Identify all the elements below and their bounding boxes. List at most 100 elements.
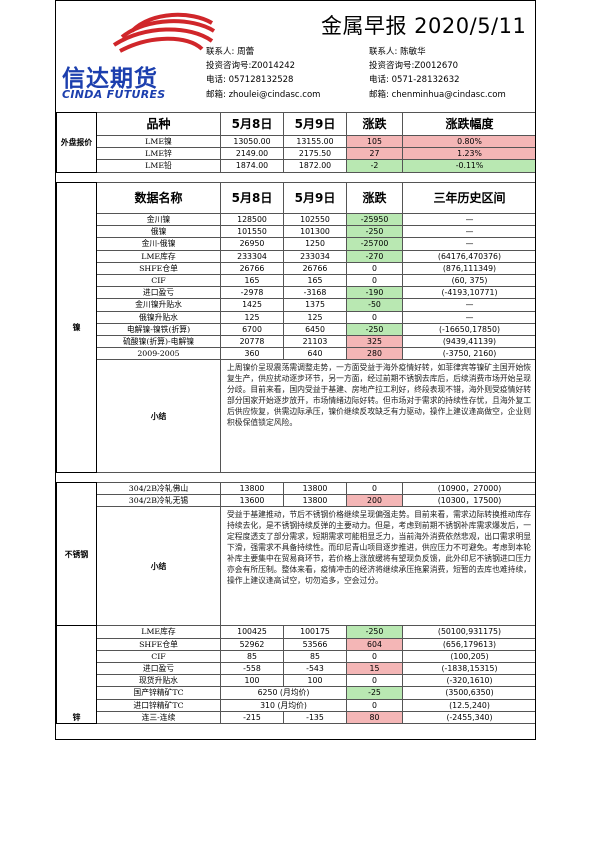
cell: 100175: [283, 625, 347, 639]
table-row: 金川镍 128500 102550 -25950—: [57, 212, 535, 227]
contact-2-phone: 电话: 0571-28132632: [369, 75, 460, 86]
cell: 1874.00: [220, 159, 284, 173]
table-row: LME铅 1874.00 1872.00 -2 -0.11%: [57, 159, 535, 173]
contact-1-name: 联系人: 周蕾: [206, 47, 255, 57]
table-row: 现货升贴水 100 100 0 (-320,1610): [57, 674, 535, 688]
cell: 13800: [283, 494, 347, 508]
cell: SHFE仓单: [96, 261, 221, 275]
cell: (9439,41139): [402, 334, 535, 349]
cell: 0: [346, 649, 403, 663]
cell: 0: [346, 481, 403, 496]
cell: 1250: [283, 237, 347, 251]
cell: (-4193,10771): [402, 286, 535, 300]
cell: —: [402, 225, 535, 239]
cell: 13800: [283, 481, 347, 496]
cell: 0: [346, 674, 403, 688]
cell: 233304: [220, 249, 284, 263]
contact-2: 联系人: 陈敏华 投资咨询号:Z0012670 电话: 0571-2813263…: [369, 45, 506, 102]
table-row: CIF 85 85 0 (100,205): [57, 649, 535, 663]
cell: 6450: [283, 322, 347, 336]
nickel-table: 镍 数据名称 5月8日 5月9日 涨跌 三年历史区间 金川镍 128500 1025…: [56, 181, 535, 474]
cell: 604: [346, 637, 403, 651]
cell: 硫酸镍(折算)-电解镍: [96, 334, 221, 349]
cell: 6250 (月均价): [220, 686, 347, 700]
cell: -2978: [220, 286, 284, 300]
header-cell: 涨跌: [346, 182, 403, 214]
cell: 304/2B冷轧佛山: [96, 481, 221, 496]
cell: (10300，17500): [402, 494, 535, 508]
cell: 26950: [220, 237, 284, 251]
contact-2-email[interactable]: 邮箱: chenminhua@cindasc.com: [369, 89, 506, 100]
stainless-summary-text: 受益于基建推动，节后不锈钢价格继续呈现偏强走势。目前来看，需求边际转换推动库存持…: [220, 506, 535, 627]
cell: 101550: [220, 225, 284, 239]
cell: 进口锌精矿TC: [96, 698, 221, 712]
cell: 13800: [220, 481, 284, 496]
contact-2-license: 投资咨询号:Z0012670: [369, 61, 459, 72]
cell: —: [402, 310, 535, 324]
header-cell: 数据名称: [96, 182, 221, 214]
cell: 2009-2005: [96, 347, 221, 361]
cell: 102550: [283, 212, 347, 227]
logo-english: CINDA FUTURES: [62, 88, 166, 101]
nickel-summary-text: 上周镍价呈现震荡需调整走势，一方面受益于海外疫情好转，如菲律宾等镍矿主国开始恢复…: [220, 359, 535, 474]
cell: 现货升贴水: [96, 674, 221, 688]
cell: -25950: [346, 212, 403, 227]
cell: 101300: [283, 225, 347, 239]
table-row: 金川镍升贴水 1425 1375 -50—: [57, 298, 535, 312]
cinda-logo-mark-icon: [112, 12, 216, 53]
cell: 20778: [220, 334, 284, 349]
cell: (-1838,15315): [402, 661, 535, 676]
cell: 640: [283, 347, 347, 361]
cell: 27: [346, 147, 403, 161]
cell: —: [402, 237, 535, 251]
cell: 俄镍: [96, 225, 221, 239]
cell: 2149.00: [220, 147, 284, 161]
table-row: 进口盈亏 -2978 -3168 -190 (-4193,10771): [57, 286, 535, 300]
cell: 连三-连续: [96, 710, 221, 724]
cell: (-16650,17850): [402, 322, 535, 336]
cell: 304/2B冷轧无锡: [96, 494, 221, 508]
contact-1-email[interactable]: 邮箱: zhoulei@cindasc.com: [206, 89, 321, 100]
cell: -215: [220, 710, 284, 724]
logo-name: 信达期货: [62, 66, 158, 92]
cell: 国产锌精矿TC: [96, 686, 221, 700]
report-header: 信达期货 CINDA FUTURES 金属早报 2020/5/11 联系人: 周…: [56, 1, 535, 113]
table-row: SHFE仓单 26766 26766 0 (876,111349): [57, 261, 535, 275]
table-row: 电解镍-镍铁(折算) 6700 6450 -250 (-16650,17850): [57, 322, 535, 336]
cell: -2: [346, 159, 403, 173]
section-nickel: 镍: [56, 181, 97, 474]
overseas-table: 外盘报价 品种 5月8日 5月9日 涨跌 涨跌幅度 LME镍 13050.00 …: [56, 112, 535, 173]
header-cell: 5月8日: [220, 182, 284, 214]
cell: -270: [346, 249, 403, 263]
cell: 360: [220, 347, 284, 361]
cell: SHFE仓单: [96, 637, 221, 651]
table-row: 国产锌精矿TC 6250 (月均价) -25 (3500,6350): [57, 686, 535, 700]
cell: —: [402, 298, 535, 312]
table-row: CIF 165 165 0 (60, 375): [57, 273, 535, 288]
cell: -558: [220, 661, 284, 676]
header-cell: 涨跌幅度: [402, 112, 535, 136]
cell: (876,111349): [402, 261, 535, 275]
table-row: 304/2B冷轧无锡 13600 13800 200 (10300，17500): [57, 494, 535, 508]
page-title: 金属早报 2020/5/11: [321, 14, 527, 38]
table-row: 硫酸镍(折算)-电解镍 20778 21103 325 (9439,41139): [57, 334, 535, 349]
cell: 100425: [220, 625, 284, 639]
cell: -135: [283, 710, 347, 724]
cell: (60, 375): [402, 273, 535, 288]
cinda-logo: 信达期货 CINDA FUTURES: [62, 9, 237, 104]
header-cell: 5月9日: [283, 182, 347, 214]
cell: CIF: [96, 649, 221, 663]
cell: 进口盈亏: [96, 286, 221, 300]
cell: 1425: [220, 298, 284, 312]
cell: (64176,470376): [402, 249, 535, 263]
contact-1: 联系人: 周蕾 投资咨询号:Z0014242 电话: 057128132528 …: [206, 45, 320, 102]
cell: (-3750, 2160): [402, 347, 535, 361]
nickel-summary-row: 小结 上周镍价呈现震荡需调整走势，一方面受益于海外疫情好转，如菲律宾等镍矿主国开…: [57, 359, 535, 474]
section-overseas: 外盘报价: [56, 112, 97, 173]
cell: (10900，27000): [402, 481, 535, 496]
cell: 26766: [220, 261, 284, 275]
table-row: 进口锌精矿TC 310 (月均价) 0 (12.5,240): [57, 698, 535, 712]
stainless-summary-row: 小结 受益于基建推动，节后不锈钢价格继续呈现偏强走势。目前来看，需求边际转换推动…: [57, 506, 535, 627]
cell: 105: [346, 134, 403, 149]
cell: 53566: [283, 637, 347, 651]
